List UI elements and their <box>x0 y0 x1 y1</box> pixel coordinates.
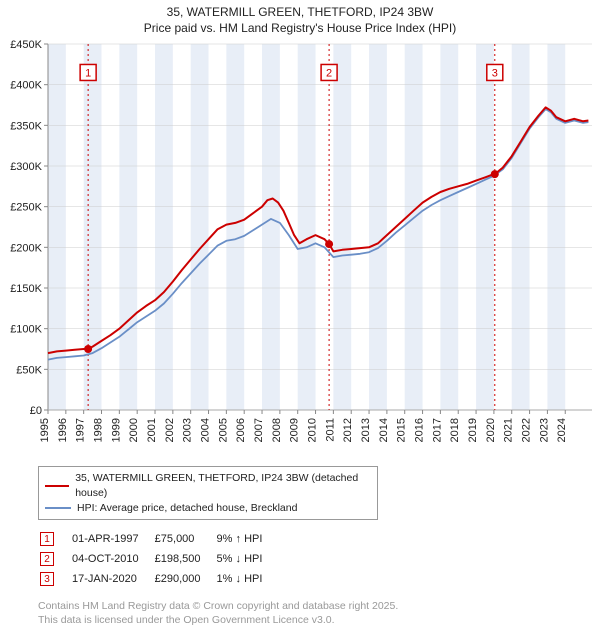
event-date: 01-APR-1997 <box>72 530 153 548</box>
legend-label-hpi: HPI: Average price, detached house, Brec… <box>77 501 297 516</box>
svg-text:3: 3 <box>492 68 498 80</box>
event-date: 17-JAN-2020 <box>72 570 153 588</box>
svg-text:2023: 2023 <box>538 418 550 442</box>
svg-text:2001: 2001 <box>146 418 158 442</box>
event-marker-box: 1 <box>40 532 54 546</box>
svg-text:2016: 2016 <box>414 418 426 442</box>
svg-text:2003: 2003 <box>182 418 194 442</box>
svg-text:2024: 2024 <box>556 418 568 442</box>
svg-text:2000: 2000 <box>128 418 140 442</box>
svg-text:£200K: £200K <box>10 243 42 255</box>
legend-row-price-paid: 35, WATERMILL GREEN, THETFORD, IP24 3BW … <box>45 471 371 500</box>
legend-swatch-price-paid <box>45 485 69 487</box>
svg-text:2020: 2020 <box>485 418 497 442</box>
title-line-1: 35, WATERMILL GREEN, THETFORD, IP24 3BW <box>0 4 600 20</box>
svg-text:1999: 1999 <box>110 418 122 442</box>
svg-text:£400K: £400K <box>10 80 42 92</box>
svg-text:2008: 2008 <box>271 418 283 442</box>
chart-svg: £0 £50K £100K £150K £200K £250K £300K £350K £400… <box>0 36 600 464</box>
legend-swatch-hpi <box>45 507 71 509</box>
svg-text:1998: 1998 <box>93 418 105 442</box>
svg-text:2007: 2007 <box>253 418 265 442</box>
svg-text:2021: 2021 <box>503 418 515 442</box>
svg-text:2005: 2005 <box>217 418 229 442</box>
svg-text:1: 1 <box>85 68 91 80</box>
svg-text:£350K: £350K <box>10 121 42 133</box>
svg-text:£150K: £150K <box>10 283 42 295</box>
svg-text:2002: 2002 <box>164 418 176 442</box>
svg-text:2012: 2012 <box>342 418 354 442</box>
svg-text:2010: 2010 <box>307 418 319 442</box>
chart-title-block: 35, WATERMILL GREEN, THETFORD, IP24 3BW … <box>0 0 600 36</box>
svg-text:2013: 2013 <box>360 418 372 442</box>
license-line-2: This data is licensed under the Open Gov… <box>38 614 600 628</box>
event-date: 04-OCT-2010 <box>72 550 153 568</box>
svg-text:£50K: £50K <box>16 365 42 377</box>
svg-text:1997: 1997 <box>75 418 87 442</box>
event-row: 1 01-APR-1997£75,0009% ↑ HPI <box>40 530 276 548</box>
svg-text:2017: 2017 <box>431 418 443 442</box>
event-price: £290,000 <box>155 570 215 588</box>
events-table: 1 01-APR-1997£75,0009% ↑ HPI 2 04-OCT-2010£… <box>38 528 278 590</box>
svg-text:1996: 1996 <box>57 418 69 442</box>
svg-text:£0: £0 <box>30 405 42 417</box>
event-price: £198,500 <box>155 550 215 568</box>
event-row: 3 17-JAN-2020£290,0001% ↓ HPI <box>40 570 276 588</box>
svg-text:£250K: £250K <box>10 202 42 214</box>
svg-text:£100K: £100K <box>10 324 42 336</box>
svg-text:1995: 1995 <box>39 418 51 442</box>
svg-text:2011: 2011 <box>324 418 336 442</box>
chart-area: £0 £50K £100K £150K £200K £250K £300K £350K £400… <box>0 36 600 464</box>
title-line-2: Price paid vs. HM Land Registry's House … <box>0 20 600 36</box>
svg-text:2004: 2004 <box>200 418 212 442</box>
event-pct: 9% ↑ HPI <box>217 530 277 548</box>
svg-text:2009: 2009 <box>289 418 301 442</box>
event-row: 2 04-OCT-2010£198,5005% ↓ HPI <box>40 550 276 568</box>
event-price: £75,000 <box>155 530 215 548</box>
svg-text:2022: 2022 <box>521 418 533 442</box>
event-pct: 1% ↓ HPI <box>217 570 277 588</box>
event-marker-box: 2 <box>40 552 54 566</box>
event-pct: 5% ↓ HPI <box>217 550 277 568</box>
license-line-1: Contains HM Land Registry data © Crown c… <box>38 600 600 614</box>
legend: 35, WATERMILL GREEN, THETFORD, IP24 3BW … <box>38 466 378 520</box>
svg-text:2015: 2015 <box>396 418 408 442</box>
legend-row-hpi: HPI: Average price, detached house, Brec… <box>45 501 371 516</box>
svg-text:2006: 2006 <box>235 418 247 442</box>
license-block: Contains HM Land Registry data © Crown c… <box>38 600 600 627</box>
svg-text:2: 2 <box>326 68 332 80</box>
svg-text:£300K: £300K <box>10 161 42 173</box>
svg-text:2014: 2014 <box>378 418 390 442</box>
svg-text:2018: 2018 <box>449 418 461 442</box>
event-marker-box: 3 <box>40 572 54 586</box>
svg-text:£450K: £450K <box>10 39 42 51</box>
legend-label-price-paid: 35, WATERMILL GREEN, THETFORD, IP24 3BW … <box>75 471 371 500</box>
svg-text:2019: 2019 <box>467 418 479 442</box>
